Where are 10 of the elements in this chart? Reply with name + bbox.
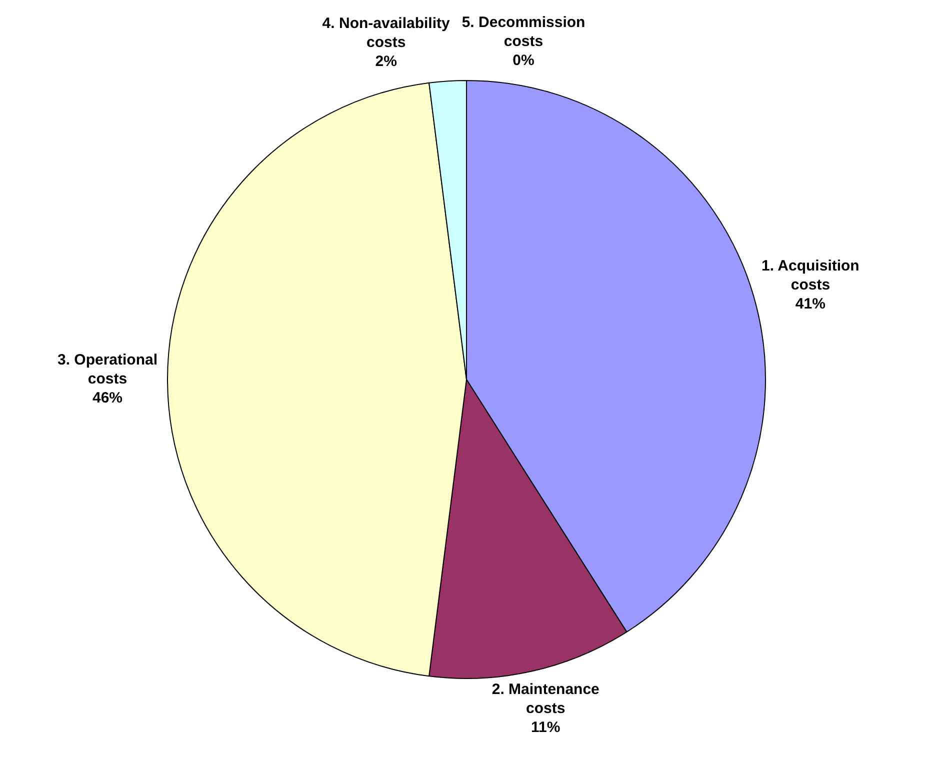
slice-label: 1. Acquisition costs — [762, 257, 860, 294]
slice-label: 3. Operational costs — [57, 352, 158, 388]
data-label: 46% — [92, 390, 122, 407]
slice-label: 2. Maintenance costs — [492, 681, 600, 718]
text: 0% — [512, 52, 534, 70]
data-label: 11% — [531, 719, 560, 736]
data-label: 2% — [375, 52, 397, 70]
category-label: 5. Decommission costs — [462, 14, 586, 50]
slice-label: 4. Non-availability costs — [322, 14, 450, 51]
data-label: 41% — [795, 295, 826, 312]
